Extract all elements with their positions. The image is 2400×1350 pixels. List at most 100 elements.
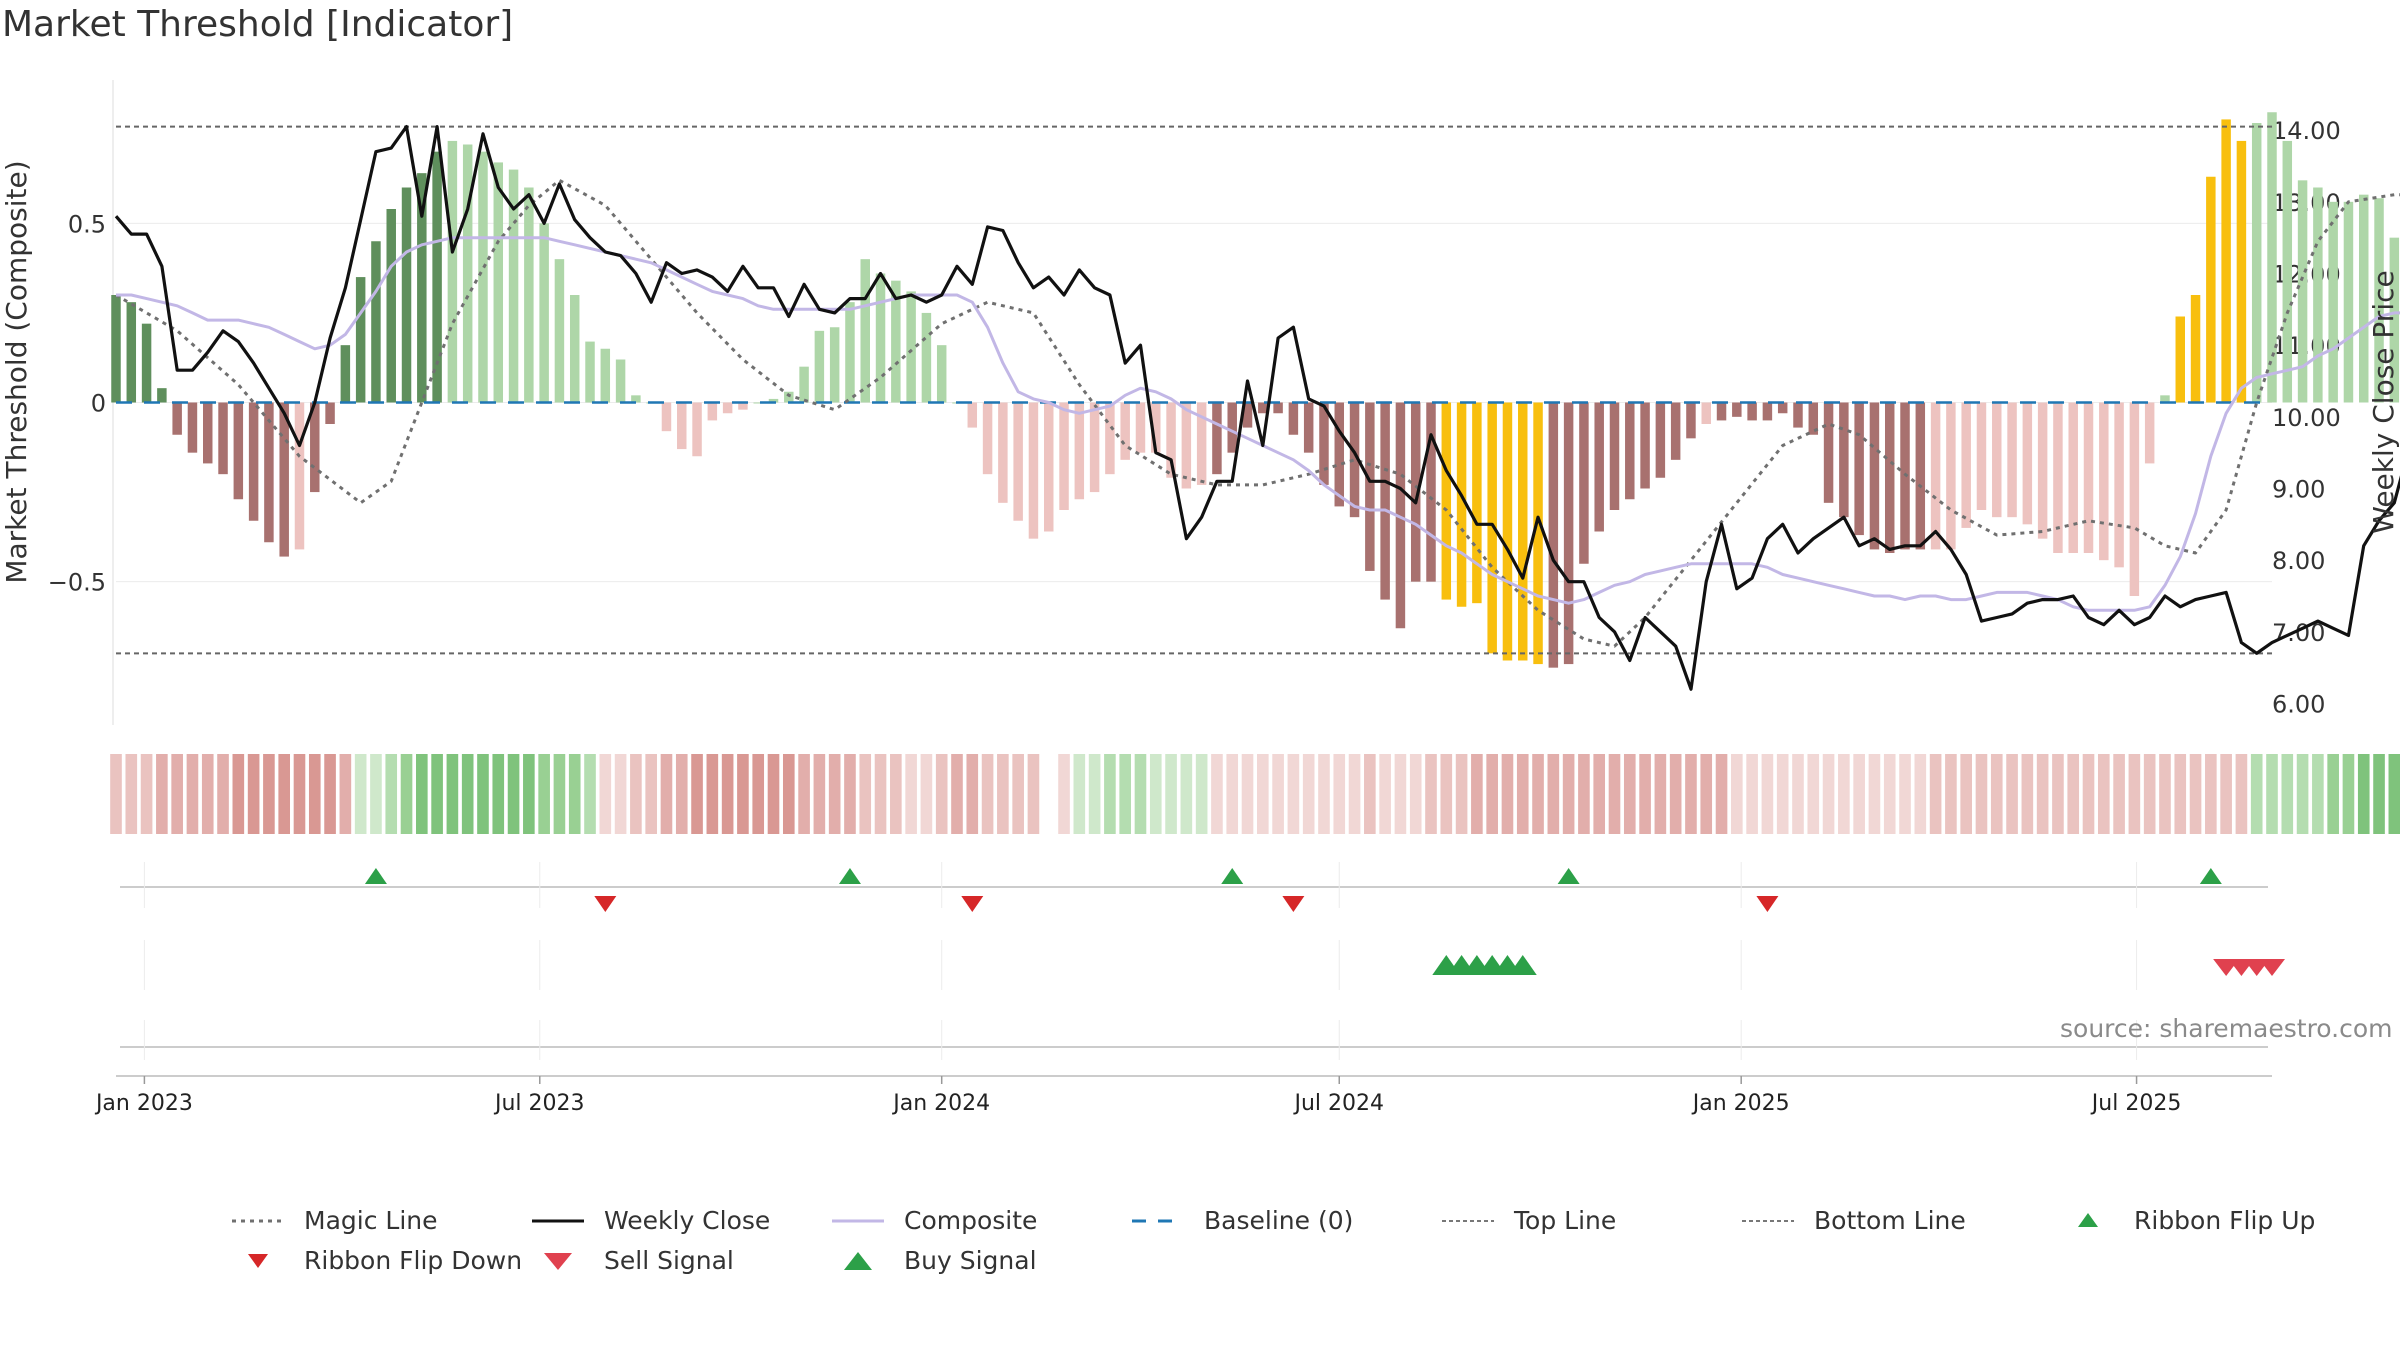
composite-bar — [2374, 198, 2384, 403]
composite-bar — [1441, 402, 1452, 600]
composite-bar — [1273, 402, 1283, 414]
y2-tick-label: 8.00 — [2272, 547, 2325, 575]
ribbon-cell — [1195, 754, 1208, 834]
ribbon-cell — [1899, 754, 1911, 834]
composite-bar — [2343, 201, 2354, 403]
ribbon-cell — [2128, 754, 2141, 834]
composite-bar — [860, 259, 870, 403]
ribbon-cell — [1241, 754, 1254, 834]
composite-bar — [631, 395, 641, 403]
ribbon-cell — [2113, 754, 2125, 834]
composite-bar — [1992, 402, 2002, 518]
composite-bar — [1258, 402, 1268, 414]
ribbon-flip-up-marker — [2199, 868, 2222, 884]
composite-bar — [1380, 402, 1390, 600]
ribbon-cell — [599, 754, 612, 834]
ribbon-cell — [706, 754, 719, 834]
ribbon-cell — [614, 754, 627, 834]
composite-bar — [2328, 201, 2338, 403]
composite-bar — [1640, 402, 1650, 489]
ribbon-cell — [2342, 754, 2355, 834]
composite-bar — [1426, 402, 1436, 582]
ribbon-cell — [339, 754, 352, 834]
signal-panel — [120, 862, 2285, 1060]
composite-bar — [2068, 402, 2078, 553]
ribbon-cell — [1975, 754, 1988, 834]
ribbon-cell — [1272, 754, 1284, 834]
composite-bar — [203, 402, 213, 464]
composite-bar — [998, 402, 1008, 503]
ribbon-flip-down-marker — [961, 896, 984, 912]
composite-bar — [875, 273, 886, 403]
ribbon-cell — [2312, 754, 2324, 834]
ribbon-cell — [1226, 754, 1239, 834]
legend-composite: Composite — [830, 1206, 1037, 1235]
ribbon-cell — [1792, 754, 1804, 834]
ribbon-cell — [110, 754, 122, 834]
ribbon-cell — [263, 754, 275, 834]
composite-bar — [1456, 402, 1467, 607]
top-line-swatch-icon — [1442, 1219, 1494, 1222]
composite-bar — [1930, 402, 1941, 550]
composite-bar — [279, 402, 289, 557]
ribbon-cell — [1715, 754, 1728, 834]
composite-bar — [1701, 402, 1711, 424]
ribbon-cell — [2220, 754, 2232, 834]
ribbon-cell — [324, 754, 336, 834]
composite-bar — [569, 295, 580, 403]
ribbon-cell — [217, 754, 229, 834]
legend: Magic Line Weekly Close Composite Baseli… — [230, 1206, 2330, 1286]
ribbon-cell — [1073, 754, 1086, 834]
composite-bar — [2267, 112, 2277, 403]
ribbon-flip-up-marker — [364, 868, 387, 884]
composite-bar — [1059, 402, 1069, 510]
ribbon-cell — [1669, 754, 1682, 834]
composite-bar — [1777, 402, 1788, 414]
composite-bar — [2144, 402, 2155, 464]
composite-bar — [264, 402, 274, 543]
ribbon-cell — [1578, 754, 1590, 834]
composite-bar — [2007, 402, 2017, 518]
composite-bar — [2160, 395, 2170, 403]
composite-bar — [2313, 187, 2323, 403]
legend-sell-signal: Sell Signal — [530, 1246, 734, 1275]
ribbon-cell — [186, 754, 199, 834]
composite-bar — [707, 402, 718, 421]
composite-bar — [1303, 402, 1314, 453]
ribbon-cell — [523, 754, 535, 834]
composite-bar — [1472, 402, 1482, 604]
ribbon-cell — [890, 754, 902, 834]
composite-bar — [1869, 402, 1880, 550]
ribbon-cell — [1302, 754, 1315, 834]
ribbon-cell — [2021, 754, 2034, 834]
ribbon-cell — [1945, 754, 1957, 834]
ribbon-cell — [1455, 754, 1468, 834]
composite-bar — [936, 345, 947, 403]
composite-swatch-icon — [832, 1219, 884, 1222]
composite-bar — [1915, 402, 1926, 550]
chart-title: Market Threshold [Indicator] — [2, 4, 514, 45]
ribbon-cell — [2143, 754, 2156, 834]
composite-bar — [1151, 402, 1161, 453]
ribbon-cell — [2082, 754, 2095, 834]
composite-bar — [2053, 402, 2063, 553]
composite-bar — [1227, 402, 1237, 453]
composite-bar — [982, 402, 993, 475]
ribbon-cell — [1012, 754, 1024, 834]
y2-tick-label: 9.00 — [2272, 476, 2325, 504]
composite-bar — [1196, 402, 1207, 485]
legend-magic-line-label: Magic Line — [304, 1206, 438, 1235]
composite-bar — [1563, 402, 1574, 665]
ribbon-cell — [1119, 754, 1132, 834]
ribbon-flip-up-marker — [1221, 868, 1244, 884]
composite-bar — [1105, 402, 1115, 475]
ribbon-cell — [1180, 754, 1193, 834]
ribbon-cell — [568, 754, 581, 834]
composite-bar — [1716, 402, 1727, 421]
ribbon-cell — [1838, 754, 1850, 834]
ribbon-cell — [782, 754, 795, 834]
legend-buy-signal: Buy Signal — [830, 1246, 1037, 1275]
composite-bar — [1625, 402, 1635, 500]
ribbon-cell — [966, 754, 979, 834]
